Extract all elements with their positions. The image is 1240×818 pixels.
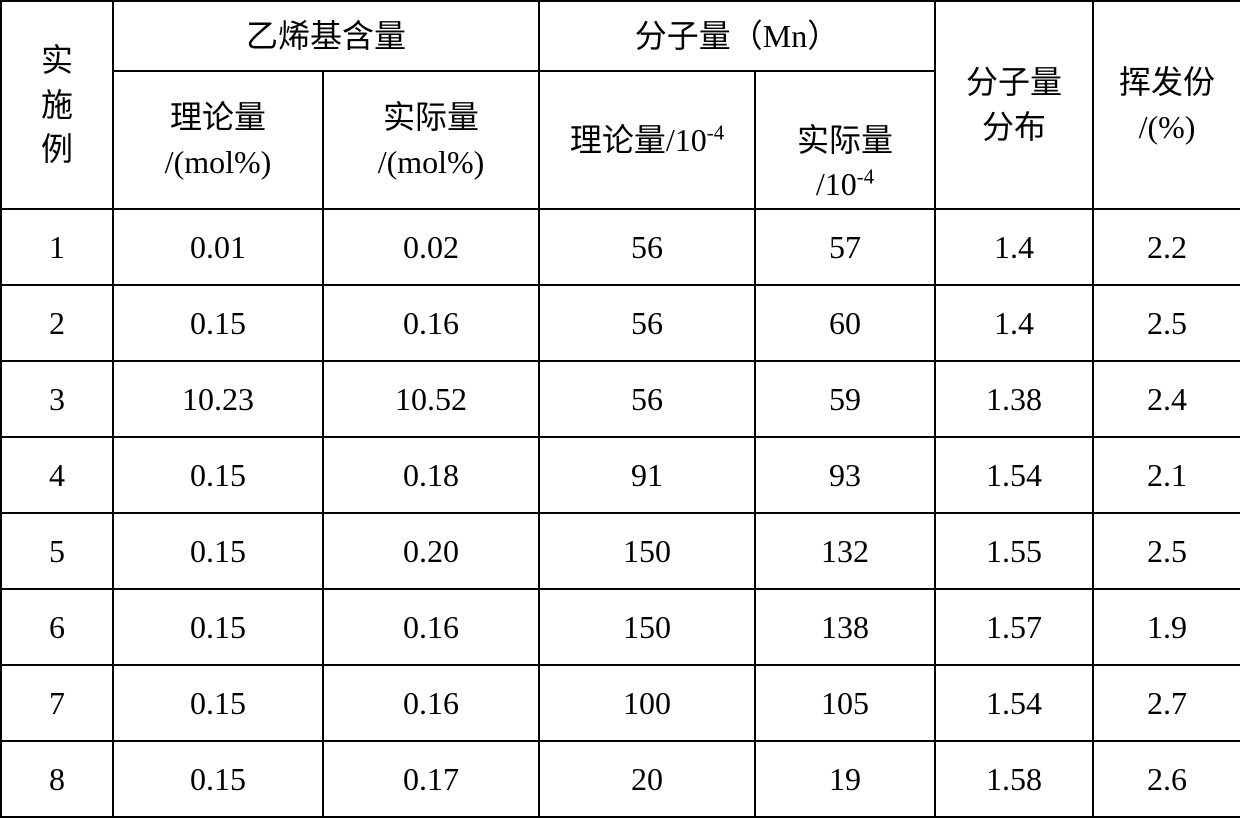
cell-c2: 0.18 bbox=[323, 437, 539, 513]
cell-c6: 2.5 bbox=[1093, 285, 1240, 361]
mn-actual-prefix: 实际量 /10 bbox=[797, 122, 893, 203]
table-row: 70.150.161001051.542.7 bbox=[1, 665, 1240, 741]
cell-c5: 1.58 bbox=[935, 741, 1093, 817]
cell-c0: 7 bbox=[1, 665, 113, 741]
cell-c4: 93 bbox=[755, 437, 935, 513]
cell-c2: 10.52 bbox=[323, 361, 539, 437]
cell-c6: 2.4 bbox=[1093, 361, 1240, 437]
col-header-mw-dist: 分子量 分布 bbox=[935, 1, 1093, 209]
cell-c4: 105 bbox=[755, 665, 935, 741]
cell-c4: 57 bbox=[755, 209, 935, 285]
cell-c1: 0.15 bbox=[113, 285, 323, 361]
cell-c2: 0.02 bbox=[323, 209, 539, 285]
cell-c5: 1.4 bbox=[935, 209, 1093, 285]
col-header-mn-actual: 实际量 /10-4 bbox=[755, 71, 935, 209]
data-table: 实 施 例 乙烯基含量 分子量（Mn） 分子量 分布 挥发份 /(%) 理论量 … bbox=[0, 0, 1240, 818]
cell-c3: 100 bbox=[539, 665, 755, 741]
cell-c6: 1.9 bbox=[1093, 589, 1240, 665]
cell-c3: 20 bbox=[539, 741, 755, 817]
cell-c2: 0.16 bbox=[323, 665, 539, 741]
cell-c6: 2.6 bbox=[1093, 741, 1240, 817]
cell-c6: 2.5 bbox=[1093, 513, 1240, 589]
table-row: 10.010.0256571.42.2 bbox=[1, 209, 1240, 285]
col-header-mn-theory: 理论量/10-4 bbox=[539, 71, 755, 209]
cell-c6: 2.7 bbox=[1093, 665, 1240, 741]
cell-c1: 10.23 bbox=[113, 361, 323, 437]
cell-c1: 0.15 bbox=[113, 513, 323, 589]
table-row: 20.150.1656601.42.5 bbox=[1, 285, 1240, 361]
cell-c5: 1.54 bbox=[935, 665, 1093, 741]
col-header-volatile: 挥发份 /(%) bbox=[1093, 1, 1240, 209]
cell-c1: 0.15 bbox=[113, 589, 323, 665]
cell-c2: 0.20 bbox=[323, 513, 539, 589]
cell-c3: 56 bbox=[539, 285, 755, 361]
cell-c5: 1.54 bbox=[935, 437, 1093, 513]
cell-c1: 0.01 bbox=[113, 209, 323, 285]
cell-c0: 8 bbox=[1, 741, 113, 817]
cell-c5: 1.38 bbox=[935, 361, 1093, 437]
table-body: 10.010.0256571.42.220.150.1656601.42.531… bbox=[1, 209, 1240, 817]
col-header-vinyl-theory: 理论量 /(mol%) bbox=[113, 71, 323, 209]
col-header-vinyl-actual: 实际量 /(mol%) bbox=[323, 71, 539, 209]
cell-c4: 59 bbox=[755, 361, 935, 437]
table-row: 310.2310.5256591.382.4 bbox=[1, 361, 1240, 437]
cell-c0: 1 bbox=[1, 209, 113, 285]
table-row: 40.150.1891931.542.1 bbox=[1, 437, 1240, 513]
mn-actual-sup: -4 bbox=[857, 166, 874, 189]
cell-c6: 2.2 bbox=[1093, 209, 1240, 285]
cell-c0: 6 bbox=[1, 589, 113, 665]
cell-c2: 0.17 bbox=[323, 741, 539, 817]
cell-c3: 91 bbox=[539, 437, 755, 513]
mn-theory-prefix: 理论量/10 bbox=[570, 122, 707, 158]
cell-c0: 4 bbox=[1, 437, 113, 513]
cell-c6: 2.1 bbox=[1093, 437, 1240, 513]
cell-c4: 60 bbox=[755, 285, 935, 361]
table-row: 50.150.201501321.552.5 bbox=[1, 513, 1240, 589]
cell-c5: 1.4 bbox=[935, 285, 1093, 361]
cell-c3: 150 bbox=[539, 513, 755, 589]
cell-c1: 0.15 bbox=[113, 741, 323, 817]
cell-c1: 0.15 bbox=[113, 437, 323, 513]
cell-c0: 5 bbox=[1, 513, 113, 589]
cell-c4: 132 bbox=[755, 513, 935, 589]
cell-c5: 1.57 bbox=[935, 589, 1093, 665]
cell-c4: 19 bbox=[755, 741, 935, 817]
table-row: 80.150.1720191.582.6 bbox=[1, 741, 1240, 817]
cell-c1: 0.15 bbox=[113, 665, 323, 741]
col-header-example: 实 施 例 bbox=[1, 1, 113, 209]
cell-c0: 2 bbox=[1, 285, 113, 361]
col-header-mn-group: 分子量（Mn） bbox=[539, 1, 935, 71]
cell-c3: 56 bbox=[539, 209, 755, 285]
cell-c4: 138 bbox=[755, 589, 935, 665]
cell-c2: 0.16 bbox=[323, 589, 539, 665]
cell-c0: 3 bbox=[1, 361, 113, 437]
cell-c5: 1.55 bbox=[935, 513, 1093, 589]
col-header-vinyl-group: 乙烯基含量 bbox=[113, 1, 539, 71]
mn-theory-sup: -4 bbox=[707, 121, 724, 144]
table-row: 60.150.161501381.571.9 bbox=[1, 589, 1240, 665]
cell-c3: 56 bbox=[539, 361, 755, 437]
cell-c3: 150 bbox=[539, 589, 755, 665]
cell-c2: 0.16 bbox=[323, 285, 539, 361]
